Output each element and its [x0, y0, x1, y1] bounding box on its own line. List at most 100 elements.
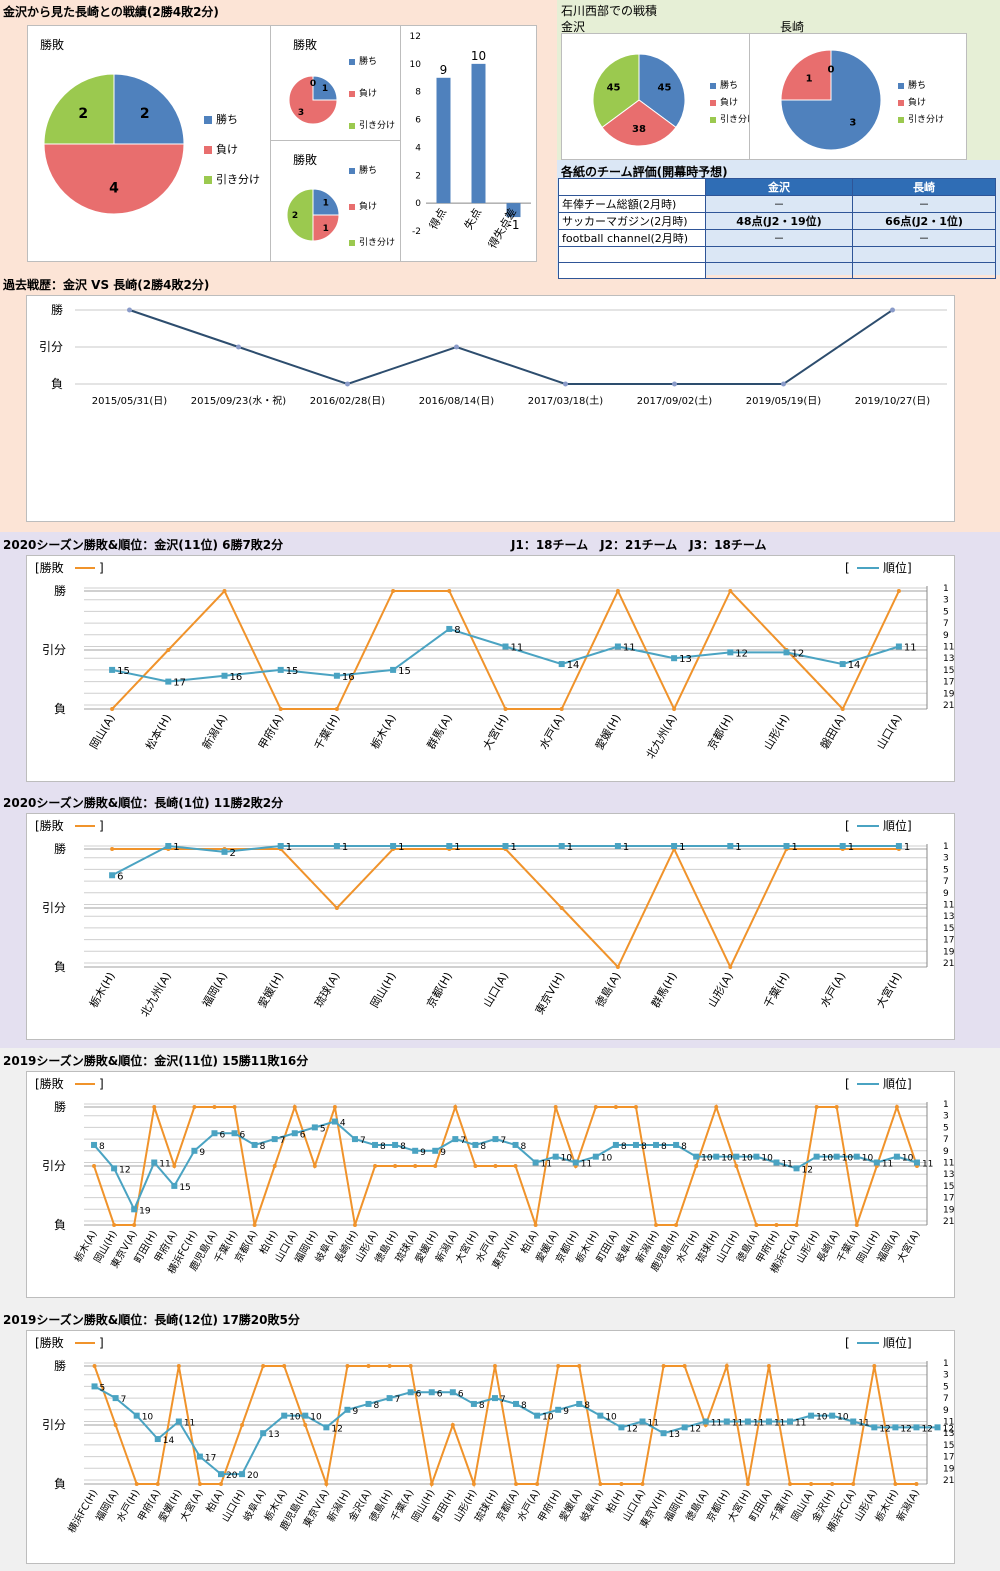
result-point: [240, 1423, 245, 1427]
rank-tick-label: 9: [943, 1147, 949, 1157]
result-point: [851, 1482, 856, 1486]
eval-cell: [558, 246, 706, 263]
category-label: 山形(H): [761, 712, 792, 752]
rank-value-label: 10: [601, 1154, 613, 1164]
result-point: [640, 1482, 645, 1486]
result-point: [654, 1223, 659, 1227]
eval-cell: －: [705, 195, 853, 213]
rank-tick-label: 7: [943, 1394, 949, 1404]
rank-value-label: 20: [247, 1471, 259, 1481]
pie-value-label: 2: [292, 211, 298, 221]
in-legend-lose: 負け: [898, 95, 926, 108]
rank-value-label: 1: [173, 842, 179, 853]
rank-point: [112, 1395, 119, 1402]
rank-value-label: 4: [340, 1119, 346, 1129]
rank-point: [632, 1141, 639, 1148]
rank-point: [813, 1153, 820, 1160]
rank-tick-label: 1: [943, 842, 949, 852]
rank-value-label: 9: [563, 1407, 569, 1417]
eval-row: サッカーマガジン(2月時) 48点(J2・19位) 66点(J2・1位): [558, 212, 996, 230]
result-point: [92, 1164, 97, 1168]
bar: [436, 77, 451, 204]
rank-value-label: 13: [679, 654, 692, 665]
rank-point: [671, 655, 678, 662]
rank-point: [892, 1424, 899, 1431]
result-point: [433, 1164, 438, 1168]
pie-value-label: 3: [298, 108, 304, 118]
result-point: [674, 1223, 679, 1227]
rank-point: [653, 1141, 660, 1148]
rank-value-label: 10: [902, 1154, 914, 1164]
rank-tick-label: 7: [943, 619, 949, 629]
ishikawa-title: 石川西部での戦積: [561, 4, 658, 18]
rank-value-label: 11: [858, 1419, 869, 1429]
result-line: [129, 309, 894, 386]
category-label: 愛媛(H): [255, 970, 287, 1011]
y-tick-label: 負: [54, 702, 66, 716]
rank-value-label: 5: [320, 1124, 326, 1134]
category-label: 2019/05/19(日): [746, 396, 822, 407]
rank-tick-label: 13: [943, 912, 954, 922]
rank-point: [407, 1389, 414, 1396]
rank-value-label: 8: [479, 1401, 485, 1411]
result-point: [661, 1364, 666, 1368]
rank-point: [723, 1418, 730, 1425]
rank-tick-label: 5: [943, 1382, 949, 1392]
pie-value-label: 2: [140, 106, 150, 122]
category-label: 琉球(A): [311, 970, 342, 1010]
bar: [471, 63, 486, 204]
y-tick-label: 勝: [54, 1358, 66, 1373]
category-label: 京都(H): [704, 712, 736, 753]
rank-value-label: 6: [219, 1130, 225, 1140]
rank-point: [532, 1159, 539, 1166]
rank-value-label: 1: [623, 842, 629, 853]
right-legend-label: 順位]: [883, 1335, 912, 1350]
rank-point: [744, 1418, 751, 1425]
result-point: [559, 906, 564, 910]
rank-value-label: 11: [904, 643, 917, 654]
rank-point: [765, 1418, 772, 1425]
eval-cell: [705, 262, 853, 279]
rank-point: [171, 1182, 178, 1189]
rank-point: [873, 1159, 880, 1166]
in-legend-win: 勝ち: [898, 78, 926, 91]
rank-point: [251, 1141, 258, 1148]
rank-point: [452, 1136, 459, 1143]
eval-cell: －: [852, 195, 996, 213]
rank-value-label: 11: [774, 1419, 785, 1429]
rank-point: [702, 1418, 709, 1425]
s2019k-title: 2019シーズン勝敗&順位：金沢(11位) 15勝11敗16分: [3, 1054, 309, 1068]
category-label: 得点: [427, 206, 449, 232]
left-legend-label: [勝敗: [35, 560, 64, 575]
result-point: [312, 1164, 317, 1168]
bar: [506, 203, 521, 218]
rank-tick-label: 19: [943, 1205, 954, 1215]
rank-point: [323, 1424, 330, 1431]
past-title: 過去戦歴：金沢 VS 長崎(2勝4敗2分): [3, 278, 210, 292]
category-label: 2019/10/27(日): [855, 396, 931, 407]
rank-point: [727, 649, 734, 656]
result-point: [492, 1364, 497, 1368]
h2h-pie-panel: 勝敗 2 4 2 勝ち 負け 引き分け: [27, 25, 272, 262]
rank-point: [713, 1153, 720, 1160]
small2-legend-draw: 引き分け: [349, 235, 395, 248]
pie-slice: [780, 49, 832, 101]
result-point: [533, 1223, 538, 1227]
result-point: [834, 1105, 839, 1109]
category-label: 栃木(H): [86, 970, 118, 1011]
left-legend-bracket: ]: [99, 1336, 104, 1350]
rank-value-label: 12: [802, 1165, 813, 1175]
eval-header-kanazawa: 金沢: [705, 178, 853, 196]
rank-value-label: 10: [310, 1413, 322, 1423]
result-point: [503, 707, 508, 711]
rank-point: [492, 1136, 499, 1143]
rank-value-label: 12: [943, 1424, 954, 1434]
category-label: 2016/02/28(日): [310, 396, 386, 407]
right-legend-label: 順位]: [883, 1076, 912, 1091]
rank-tick-label: 21: [943, 1217, 954, 1227]
rank-value-label: 16: [342, 672, 355, 683]
category-label: 山口(A): [874, 712, 904, 752]
category-label: 岡山(A): [87, 712, 117, 752]
right-legend-label: 順位]: [883, 560, 912, 575]
